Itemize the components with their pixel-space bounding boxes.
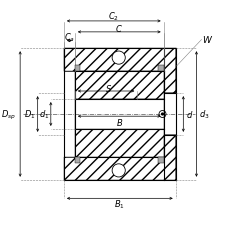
Text: $C$: $C$: [115, 22, 123, 33]
Polygon shape: [71, 56, 167, 72]
Polygon shape: [163, 49, 175, 94]
Bar: [158, 157, 163, 163]
Text: $B_1$: $B_1$: [114, 198, 125, 210]
Text: $C_2$: $C_2$: [108, 10, 119, 23]
Polygon shape: [64, 49, 175, 94]
Polygon shape: [75, 129, 163, 157]
Text: $B$: $B$: [115, 117, 122, 128]
Text: $W$: $W$: [201, 34, 212, 45]
Polygon shape: [64, 135, 175, 180]
Circle shape: [112, 52, 125, 65]
Text: $d_1$: $d_1$: [39, 108, 49, 121]
Bar: [75, 100, 163, 129]
Bar: [75, 66, 80, 72]
Text: $D_{sp}$: $D_{sp}$: [1, 108, 16, 121]
Text: $C_a$: $C_a$: [64, 31, 75, 43]
Polygon shape: [163, 135, 175, 180]
Bar: [158, 66, 163, 72]
Text: $D_1$: $D_1$: [24, 108, 36, 121]
Polygon shape: [75, 72, 163, 100]
Text: $S$: $S$: [104, 82, 111, 93]
Circle shape: [161, 114, 163, 115]
Text: $d$: $d$: [185, 109, 192, 120]
Polygon shape: [64, 49, 167, 72]
Bar: [75, 157, 80, 163]
Circle shape: [112, 164, 125, 177]
Text: $d_3$: $d_3$: [198, 108, 209, 121]
